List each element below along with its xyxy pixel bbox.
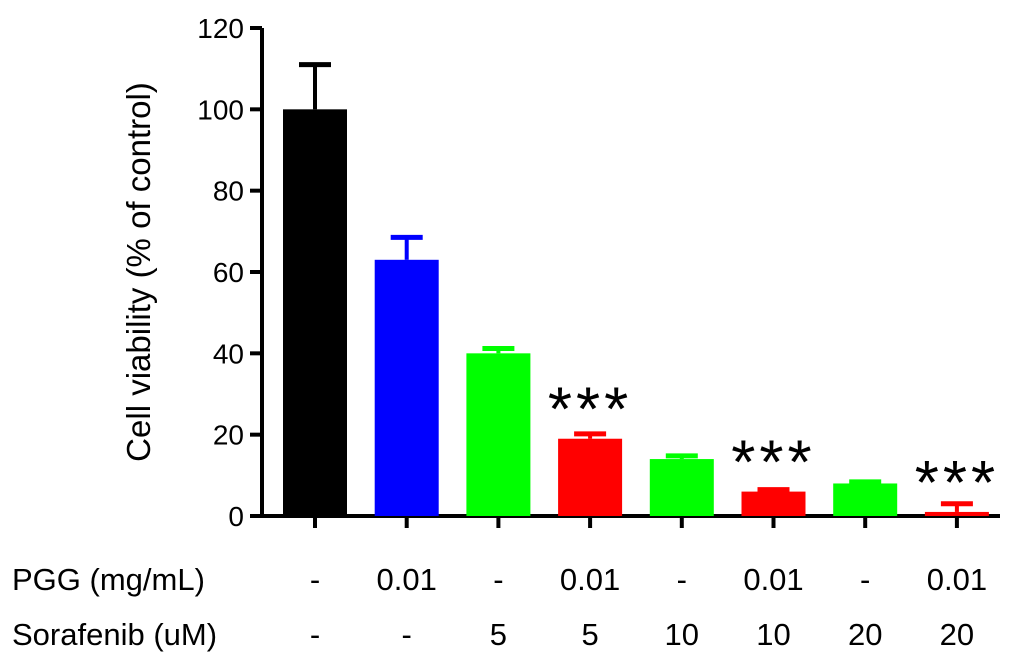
sorafenib-value: 5 [581, 617, 598, 652]
sorafenib-row-label: Sorafenib (uM) [12, 617, 218, 652]
sorafenib-value: - [402, 617, 412, 652]
sorafenib-value: 10 [756, 617, 790, 652]
sorafenib-value: 5 [490, 617, 507, 652]
y-tick-label: 0 [228, 501, 244, 532]
pgg-value: 0.01 [927, 562, 987, 597]
y-tick-label: 100 [197, 94, 244, 125]
y-tick-label: 120 [197, 13, 244, 44]
pgg-row-label: PGG (mg/mL) [12, 562, 205, 597]
pgg-value: - [677, 562, 687, 597]
pgg-value: 0.01 [377, 562, 437, 597]
significance-marker: *** [731, 429, 815, 498]
y-tick-label: 20 [213, 420, 244, 451]
pgg-value: 0.01 [743, 562, 803, 597]
sorafenib-value: - [310, 617, 320, 652]
sorafenib-value: 20 [848, 617, 882, 652]
y-axis-label: Cell viability (% of control) [120, 82, 157, 462]
pgg-value: - [493, 562, 503, 597]
bar [466, 353, 531, 516]
bar [924, 511, 989, 516]
bar [649, 459, 714, 516]
bar [374, 259, 439, 516]
y-tick-label: 80 [213, 176, 244, 207]
bar [833, 483, 898, 516]
sorafenib-value: 10 [665, 617, 699, 652]
sorafenib-value: 20 [940, 617, 974, 652]
y-tick-label: 60 [213, 257, 244, 288]
pgg-value: 0.01 [560, 562, 620, 597]
bar [558, 438, 623, 516]
bar [741, 491, 806, 516]
y-tick-label: 40 [213, 338, 244, 369]
significance-marker: *** [548, 376, 632, 445]
significance-marker: *** [915, 449, 999, 518]
pgg-value: - [310, 562, 320, 597]
pgg-value: - [860, 562, 870, 597]
bar [283, 109, 347, 516]
